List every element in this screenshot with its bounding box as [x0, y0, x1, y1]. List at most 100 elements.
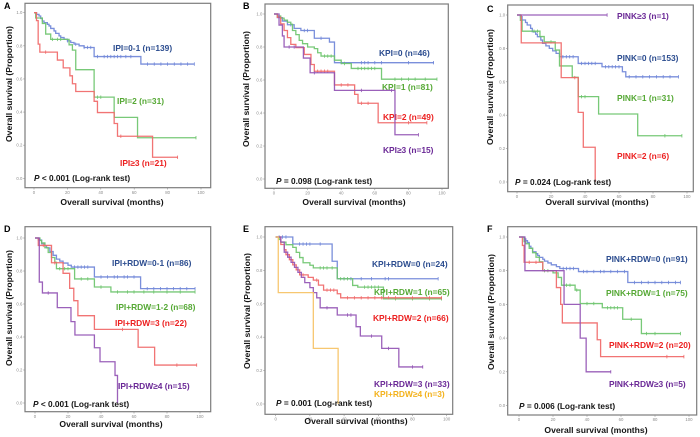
x-tick-label: 80	[651, 194, 656, 199]
series-label-kpige3-n-15: KPI≥3 (n=15)	[383, 145, 434, 155]
y-tick-label: 0.2	[256, 368, 263, 373]
y-tick-label: 0.2	[499, 146, 506, 151]
plot-area-frame	[507, 226, 698, 416]
x-tick-label: 20	[66, 414, 71, 419]
log-rank-p-value: P < 0.001 (Log-rank test)	[34, 173, 130, 183]
x-tick-label: 20	[305, 191, 310, 196]
x-tick-label: 100	[685, 417, 693, 422]
y-tick-label: 0.8	[256, 45, 263, 50]
km-curve-ipige3-n-21	[34, 12, 178, 158]
series-label-ipi-0-1-n-139: IPI=0-1 (n=139)	[113, 43, 172, 53]
y-tick-label: 0.2	[499, 369, 506, 374]
y-tick-label: 0.8	[256, 268, 263, 273]
x-tick-label: 100	[197, 190, 205, 195]
y-tick-label: 0.6	[256, 78, 263, 83]
x-tick-label: 0	[34, 414, 37, 419]
y-axis-title: Overall survival (Proportion)	[486, 254, 496, 370]
y-axis-title: Overall survival (Proportion)	[241, 31, 251, 147]
p-symbol: P	[276, 398, 282, 408]
panel-e: E Overall survival (Proportion) 0 20 40 60 8…	[242, 224, 454, 426]
series-label-pink-0-n-153: PINK=0 (n=153)	[617, 53, 679, 63]
y-axis-title: Overall survival (Proportion)	[4, 250, 14, 366]
series-label-pink-2-n-6: PINK=2 (n=6)	[617, 151, 669, 161]
p-symbol: P	[519, 401, 525, 411]
p-symbol: P	[515, 177, 521, 187]
x-tick-label: 20	[549, 194, 554, 199]
km-curve-ipi-rdwge4-n-15	[35, 237, 119, 403]
x-tick-label: 20	[551, 417, 556, 422]
y-tick-label: 0.8	[499, 46, 506, 51]
y-tick-label: 0.0	[499, 180, 506, 185]
series-label-ipi-rdw-3-n-22: IPI+RDW=3 (n=22)	[115, 318, 187, 328]
km-curve-pink-rdw-1-n-75	[519, 236, 681, 335]
y-tick-label: 1.0	[499, 13, 506, 18]
km-curve-kpige3-n-15	[274, 13, 419, 136]
panel-letter: D	[4, 224, 11, 234]
series-label-kpi-0-n-46: KPI=0 (n=46)	[379, 48, 430, 58]
plot-area-frame	[507, 4, 694, 193]
y-tick-label: 0.4	[16, 335, 23, 340]
panel-c: C Overall survival (Proportion) 0 20 40 60 8…	[485, 4, 694, 207]
y-tick-label: 0.6	[256, 301, 263, 306]
x-tick-label: 100	[196, 414, 204, 419]
series-label-kpi-rdw-1-n-65: KPI+RDW=1 (n=65)	[374, 287, 450, 297]
p-value-text: = 0.006 (Log-rank test)	[525, 401, 616, 411]
x-tick-label: 100	[443, 417, 451, 422]
p-value-text: = 0.024 (Log-rank test)	[521, 177, 612, 187]
plot-area-frame	[264, 226, 454, 415]
series-label-kpi-rdwge4-n-3: KPI+RDW≥4 (n=3)	[374, 389, 445, 399]
plot-area-frame	[24, 226, 212, 413]
x-axis-title: Overall survival (months)	[60, 197, 163, 207]
x-tick-label: 60	[372, 191, 377, 196]
y-tick-label: 0.4	[256, 111, 263, 116]
y-tick-label: 0.4	[499, 113, 506, 118]
log-rank-p-value: P < 0.001 (Log-rank test)	[33, 399, 129, 409]
km-curve-pink-rdw-2-n-20	[519, 236, 684, 358]
x-tick-label: 80	[406, 191, 411, 196]
p-symbol: P	[33, 399, 39, 409]
x-tick-label: 80	[165, 190, 170, 195]
x-tick-label: 40	[342, 417, 347, 422]
panel-b: B Overall survival (Proportion) 0 20 40 60 8…	[241, 1, 449, 207]
km-curve-kpi-2-n-49	[274, 13, 427, 124]
y-tick-label: 0.2	[256, 144, 263, 149]
x-tick-label: 0	[516, 194, 519, 199]
p-symbol: P	[276, 176, 282, 186]
km-curve-ipi-2-n-31	[34, 12, 196, 139]
plot-area-frame	[24, 2, 212, 189]
y-tick-label: 0.2	[16, 368, 23, 373]
y-tick-label: 1.0	[16, 236, 23, 241]
series-label-kpi-rdw-3-n-33: KPI+RDW=3 (n=33)	[374, 379, 450, 389]
km-curve-pink-2-n-6	[517, 14, 596, 182]
x-tick-label: 40	[98, 190, 103, 195]
y-tick-label: 0.2	[16, 143, 23, 148]
log-rank-p-value: P = 0.098 (Log-rank test)	[276, 176, 372, 186]
x-tick-label: 100	[438, 191, 446, 196]
panel-letter: E	[243, 224, 249, 234]
km-curve-ipi-rdw-3-n-22	[35, 237, 197, 366]
y-tick-label: 0.6	[499, 79, 506, 84]
series-label-ipige3-n-21: IPI≥3 (n=21)	[120, 158, 167, 168]
x-tick-label: 40	[585, 417, 590, 422]
plot-marks: 0 20 40 60 80 100 0.0 0.2 0.4 0.6 0.8 1.0 KPI=0 (n=4…	[256, 12, 446, 196]
x-tick-label: 80	[653, 417, 658, 422]
series-label-pinkge3-n-1: PINK≥3 (n=1)	[617, 11, 669, 21]
y-tick-label: 0.6	[16, 76, 23, 81]
y-tick-label: 0.8	[499, 268, 506, 273]
y-tick-label: 1.0	[16, 10, 23, 15]
plot-marks: 0 20 40 60 80 100 0.0 0.2 0.4 0.6 0.8 1.0 IPI=0-1 (n…	[16, 10, 205, 195]
y-tick-label: 0.0	[16, 401, 23, 406]
plot-area-frame	[264, 3, 449, 189]
y-tick-label: 0.8	[16, 269, 23, 274]
x-axis-title: Overall survival (months)	[545, 197, 648, 207]
series-label-kpi-rdw-0-n-24: KPI+RDW=0 (n=24)	[372, 259, 448, 269]
series-label-ipi-rdw-0-1-n-86: IPI+RDW=0-1 (n=86)	[112, 258, 192, 268]
series-label-pink-1-n-31: PINK=1 (n=31)	[617, 93, 674, 103]
y-tick-label: 0.8	[16, 43, 23, 48]
series-label-pink-rdwge3-n-5: PINK+RDW≥3 (n=5)	[609, 379, 686, 389]
x-tick-label: 20	[308, 417, 313, 422]
x-tick-label: 60	[376, 417, 381, 422]
series-label-ipi-rdwge4-n-15: IPI+RDW≥4 (n=15)	[118, 381, 190, 391]
x-tick-label: 0	[33, 190, 36, 195]
panel-letter: F	[487, 224, 493, 234]
